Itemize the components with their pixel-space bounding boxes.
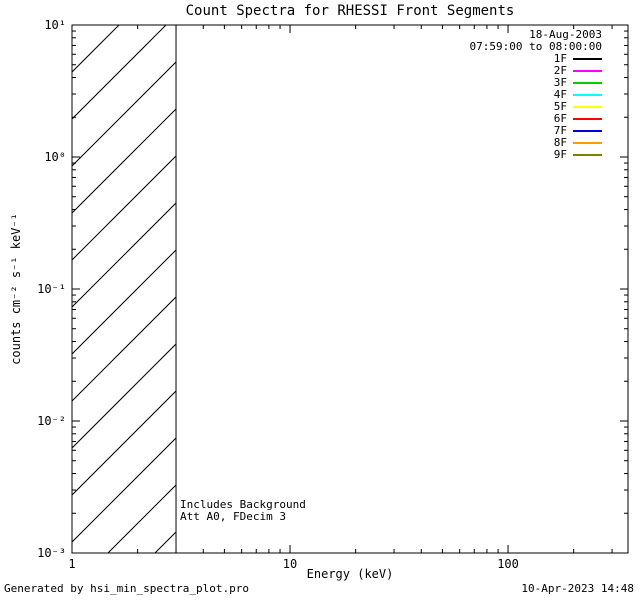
y-tick-label: 10⁻²	[37, 414, 66, 428]
legend-time-range: 07:59:00 to 08:00:00	[469, 40, 602, 53]
x-tick-label: 100	[497, 557, 519, 571]
hatched-region	[72, 25, 177, 553]
annotation-includes-background: Includes Background	[180, 498, 306, 511]
legend-entry-label: 9F	[553, 148, 567, 161]
annotation-attenuator-decimation: Att A0, FDecim 3	[180, 510, 286, 523]
legend-entry: 4F	[470, 89, 602, 101]
generator-credit: Generated by hsi_min_spectra_plot.pro	[4, 582, 250, 595]
hatch-line	[72, 25, 167, 120]
generation-timestamp: 10-Apr-2023 14:48	[521, 582, 634, 595]
legend-date: 18-Aug-2003	[529, 28, 602, 41]
legend-entry-label: 3F	[553, 76, 567, 89]
legend-entry-color-line	[573, 130, 602, 132]
y-axis-label: counts cm⁻² s⁻¹ keV⁻¹	[9, 213, 23, 365]
chart-title: Count Spectra for RHESSI Front Segments	[185, 3, 515, 19]
y-tick-label: 10⁻¹	[37, 282, 66, 296]
hatch-line	[72, 202, 177, 308]
legend: 18-Aug-2003 07:59:00 to 08:00:00 1F 2F 3F 4…	[470, 29, 602, 161]
legend-entry: 8F	[470, 137, 602, 149]
legend-entry-color-line	[573, 94, 602, 96]
hatch-line	[72, 437, 177, 543]
legend-entry-color-line	[573, 106, 602, 108]
legend-entry-label: 6F	[553, 112, 567, 125]
hatch-line	[72, 61, 177, 167]
legend-entry: 9F	[470, 149, 602, 161]
legend-entry-label: 5F	[553, 100, 567, 113]
legend-entry-color-line	[573, 154, 602, 156]
x-axis-label: Energy (keV)	[307, 567, 394, 581]
legend-entry: 5F	[470, 101, 602, 113]
legend-entry-color-line	[573, 70, 602, 72]
legend-entry-label: 7F	[553, 124, 567, 137]
legend-entry: 2F	[470, 65, 602, 77]
legend-entry: 1F	[470, 53, 602, 65]
hatch-line	[72, 249, 177, 355]
x-tick-label: 1	[68, 557, 75, 571]
legend-entry-label: 2F	[553, 64, 567, 77]
legend-entry-color-line	[573, 118, 602, 120]
legend-entry-color-line	[573, 142, 602, 144]
hatch-line	[72, 108, 177, 214]
legend-entry-label: 1F	[553, 52, 567, 65]
legend-entry-label: 4F	[553, 88, 567, 101]
hatch-line	[72, 296, 177, 402]
legend-entry-color-line	[573, 58, 602, 60]
legend-entry-color-line	[573, 82, 602, 84]
legend-entries: 1F 2F 3F 4F 5F 6F 7F 8F 9F	[470, 53, 602, 161]
y-tick-label: 10⁰	[44, 150, 66, 164]
legend-entry-label: 8F	[553, 136, 567, 149]
legend-entry: 7F	[470, 125, 602, 137]
hatch-line	[72, 390, 177, 496]
x-tick-label: 10	[283, 557, 297, 571]
y-tick-label: 10⁻³	[37, 546, 66, 560]
legend-entry: 6F	[470, 113, 602, 125]
legend-entry: 3F	[470, 77, 602, 89]
y-tick-label: 10¹	[44, 18, 66, 32]
